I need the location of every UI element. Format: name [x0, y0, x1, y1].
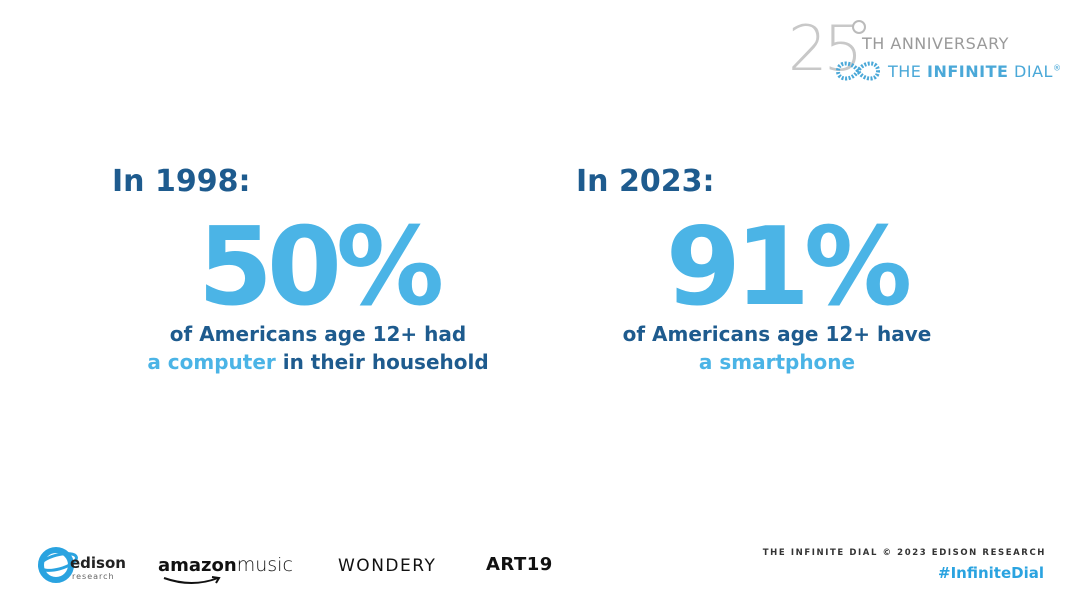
infinite-dial-title: THE INFINITE DIAL®: [888, 62, 1062, 81]
infinity-icon: [835, 61, 881, 81]
amazon-smile-icon: [163, 576, 221, 584]
hashtag: #InfiniteDial: [938, 564, 1044, 582]
edison-sub: research: [72, 572, 115, 581]
art19-logo: ART19: [486, 554, 553, 575]
anniversary-label: TH ANNIVERSARY: [862, 34, 1009, 53]
left-heading: In 1998:: [112, 164, 251, 199]
footer-credit: THE INFINITE DIAL © 2023 EDISON RESEARCH: [762, 548, 1046, 558]
amazon-music-logo: amazonmusic: [158, 554, 293, 584]
edison-logo-icon: [38, 547, 78, 583]
anniversary-number: 25: [788, 12, 863, 85]
left-description: of Americans age 12+ had a computer in t…: [147, 322, 489, 374]
left-stat: 50%: [197, 205, 445, 330]
edison-name: edison: [70, 554, 126, 572]
right-stat: 91%: [665, 205, 913, 330]
right-heading: In 2023:: [576, 164, 715, 199]
wondery-logo: WONDERY: [338, 556, 437, 576]
right-description: of Americans age 12+ have a smartphone: [622, 322, 932, 374]
edison-logo: edison research: [36, 544, 136, 588]
anniversary-dot-icon: [852, 20, 866, 34]
